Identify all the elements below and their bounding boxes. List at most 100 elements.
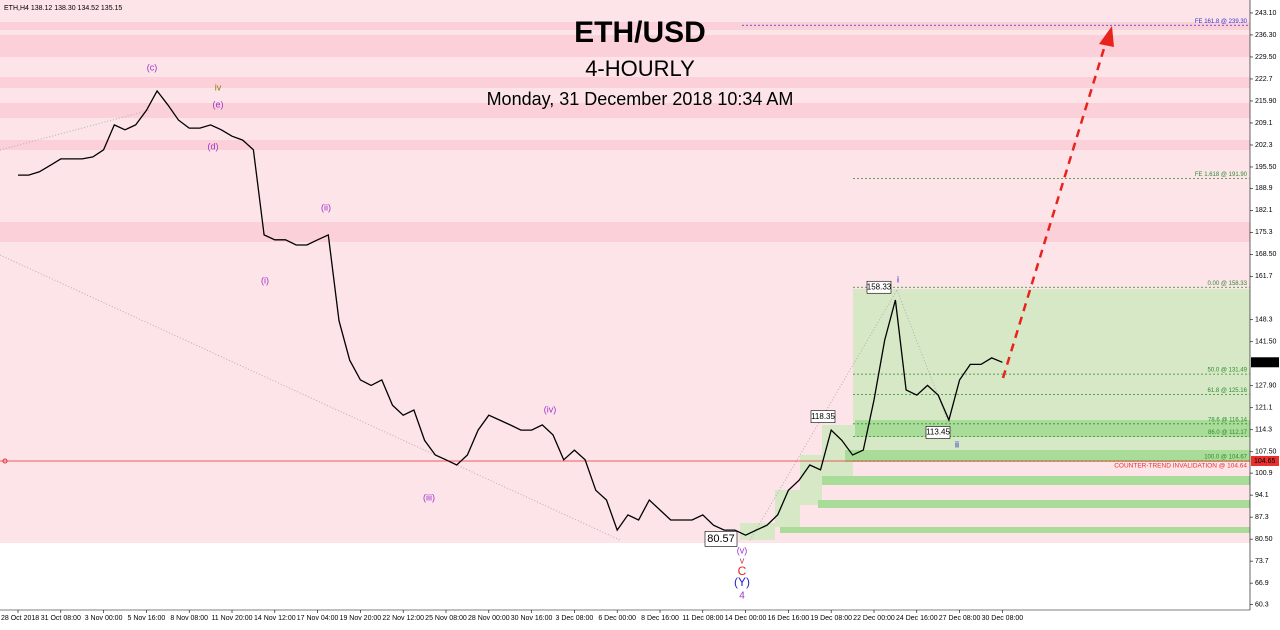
price-tag: 104.65 xyxy=(1254,458,1276,465)
wave-label: (i) xyxy=(261,275,269,285)
x-tick-label: 22 Nov 12:00 xyxy=(382,615,424,622)
price-box-label: 113.45 xyxy=(926,428,950,437)
y-tick-label: 127.90 xyxy=(1255,383,1277,390)
wave-label: (Y) xyxy=(734,575,750,589)
y-tick-label: 168.50 xyxy=(1255,251,1277,258)
price-tag: 135.15 xyxy=(1254,359,1276,366)
y-tick-label: 215.90 xyxy=(1255,98,1277,105)
chart-subtitle: 4-HOURLY xyxy=(585,56,695,81)
wave-label: (e) xyxy=(213,99,224,109)
wave-label: (ii) xyxy=(321,202,331,212)
y-tick-label: 87.3 xyxy=(1255,514,1269,521)
fib-label: FE 1.618 @ 191.90 xyxy=(1195,172,1248,178)
x-tick-label: 22 Dec 00:00 xyxy=(853,615,895,622)
support-zones xyxy=(740,289,1250,540)
y-tick-label: 236.30 xyxy=(1255,32,1277,39)
x-tick-label: 30 Nov 16:00 xyxy=(511,615,553,622)
wave-label: (c) xyxy=(147,62,158,72)
y-tick-label: 60.3 xyxy=(1255,601,1269,608)
x-tick-label: 31 Oct 08:00 xyxy=(41,615,81,622)
y-tick-label: 121.1 xyxy=(1255,405,1273,412)
price-box xyxy=(704,531,738,547)
x-tick-label: 16 Dec 16:00 xyxy=(768,615,810,622)
y-tick-label: 209.1 xyxy=(1255,120,1273,127)
wave-guides xyxy=(0,109,953,541)
price-box xyxy=(810,410,836,423)
wave-label: (d) xyxy=(208,141,219,151)
x-tick-label: 28 Oct 2018 xyxy=(1,615,39,622)
arrow-head xyxy=(1099,26,1114,47)
y-tick-label: 229.50 xyxy=(1255,54,1277,61)
price-tag-box xyxy=(1251,357,1279,368)
projection-arrow xyxy=(1001,41,1108,379)
y-tick-label: 80.50 xyxy=(1255,536,1273,543)
wave-label: iv xyxy=(215,82,222,92)
price-box xyxy=(925,426,951,439)
y-tick-label: 141.50 xyxy=(1255,339,1277,346)
x-tick-label: 11 Dec 08:00 xyxy=(682,615,723,622)
x-tick-label: 3 Dec 08:00 xyxy=(556,615,594,622)
wave-label: v xyxy=(740,555,745,565)
y-tick-label: 243.10 xyxy=(1255,10,1277,17)
y-tick-label: 94.1 xyxy=(1255,492,1269,499)
wave-label: (iii) xyxy=(423,492,435,502)
wave-label: (iv) xyxy=(544,404,557,414)
fib-label: 100.0 @ 104.67 xyxy=(1204,454,1247,460)
price-box xyxy=(866,280,892,294)
price-line xyxy=(18,89,1003,536)
x-tick-label: 11 Nov 20:00 xyxy=(211,615,252,622)
wave-label: 4 xyxy=(739,591,745,602)
wave-label: C xyxy=(738,564,747,578)
symbol-header: ETH,H4 138.12 138.30 134.52 135.15 xyxy=(4,5,122,12)
y-tick-label: 195.50 xyxy=(1255,164,1277,171)
fib-label: 86.0 @ 112.17 xyxy=(1208,430,1248,436)
y-tick-label: 66.9 xyxy=(1255,580,1269,587)
x-tick-label: 19 Nov 20:00 xyxy=(340,615,382,622)
y-tick-label: 114.3 xyxy=(1255,427,1272,434)
x-tick-label: 8 Dec 16:00 xyxy=(641,615,679,622)
fib-label: 0.00 @ 158.33 xyxy=(1208,281,1248,287)
chart-title: ETH/USD xyxy=(574,16,706,49)
y-tick-label: 182.1 xyxy=(1255,207,1273,214)
y-tick-label: 175.3 xyxy=(1255,229,1273,236)
fib-label: 78.6 @ 116.14 xyxy=(1208,417,1248,423)
wave-labels: (c) iv (e) (d) (ii) (i) (iii) (iv) (v) v… xyxy=(147,62,959,601)
x-tick-label: 25 Nov 08:00 xyxy=(425,615,467,622)
wave-label: ii xyxy=(955,439,959,449)
y-tick-label: 148.3 xyxy=(1255,317,1273,324)
x-tick-label: 6 Dec 00:00 xyxy=(598,615,636,622)
invalidation-text: COUNTER-TREND INVALIDATION @ 104.64 xyxy=(1114,463,1247,470)
fib-label: 50.0 @ 131.49 xyxy=(1208,368,1248,374)
x-tick-label: 27 Dec 08:00 xyxy=(939,615,981,622)
fib-label: 61.8 @ 125.16 xyxy=(1208,388,1248,394)
y-tick-label: 73.7 xyxy=(1255,558,1269,565)
x-tick-label: 3 Nov 00:00 xyxy=(85,615,123,622)
fib-label: FE 161.8 @ 239.30 xyxy=(1195,19,1248,25)
price-tag-box xyxy=(1251,455,1279,466)
invalidation-anchor xyxy=(2,458,8,464)
y-tick-label: 202.3 xyxy=(1255,142,1273,149)
y-tick-label: 161.7 xyxy=(1255,273,1273,280)
chart-date: Monday, 31 December 2018 10:34 AM xyxy=(487,89,794,109)
y-tick-label: 107.50 xyxy=(1255,449,1277,456)
x-tick-label: 19 Dec 08:00 xyxy=(810,615,852,622)
x-tick-label: 28 Nov 00:00 xyxy=(468,615,510,622)
x-tick-label: 14 Dec 00:00 xyxy=(725,615,767,622)
x-tick-label: 30 Dec 08:00 xyxy=(982,615,1024,622)
price-box-label: 158.33 xyxy=(867,282,892,291)
wave-label: (v) xyxy=(737,545,748,555)
x-tick-label: 14 Nov 12:00 xyxy=(254,615,296,622)
y-tick-label: 100.9 xyxy=(1255,470,1273,477)
x-tick-label: 8 Nov 08:00 xyxy=(170,615,208,622)
resistance-zones xyxy=(0,22,1250,242)
price-box-label: 80.57 xyxy=(707,533,735,545)
price-box-label: 118.35 xyxy=(811,412,835,421)
x-tick-label: 24 Dec 16:00 xyxy=(896,615,938,622)
y-tick-label: 188.9 xyxy=(1255,185,1273,192)
y-axis-area xyxy=(1250,0,1280,610)
x-tick-label: 5 Nov 16:00 xyxy=(128,615,166,622)
x-tick-label: 17 Nov 04:00 xyxy=(297,615,339,622)
wave-label: i xyxy=(897,274,899,284)
y-tick-label: 222.7 xyxy=(1255,76,1273,83)
